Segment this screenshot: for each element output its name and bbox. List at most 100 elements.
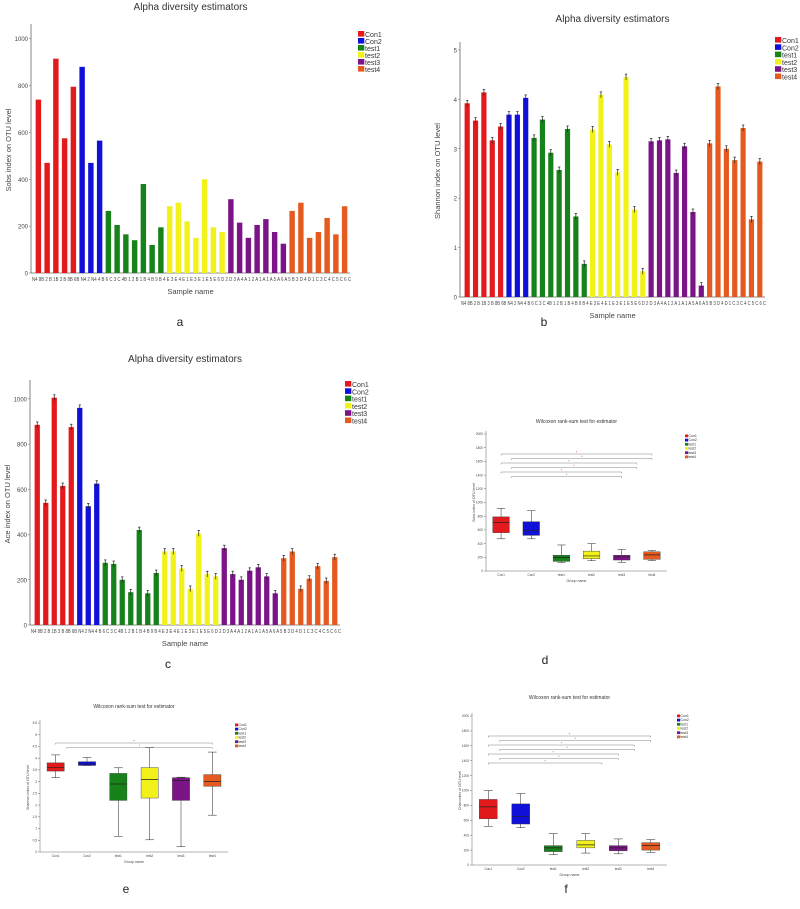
x-tick-label: test4 bbox=[647, 867, 654, 871]
y-tick-label: 200 bbox=[17, 578, 28, 584]
bar-test2 bbox=[213, 576, 219, 625]
legend-swatch-con2 bbox=[235, 727, 239, 731]
bar-test3 bbox=[221, 548, 227, 625]
legend-swatch-test3 bbox=[345, 410, 352, 416]
y-tick-label: 200 bbox=[478, 556, 484, 560]
legend-swatch-con1 bbox=[775, 37, 782, 43]
significance-star: * bbox=[561, 742, 563, 746]
y-tick-label: 800 bbox=[18, 84, 29, 90]
x-axis-label: Sample name bbox=[589, 311, 635, 320]
bar-test3 bbox=[264, 576, 270, 625]
significance-star: * bbox=[569, 733, 571, 737]
y-tick-label: 3 bbox=[35, 780, 37, 784]
legend-swatch-test2 bbox=[345, 402, 352, 409]
significance-star: * bbox=[568, 460, 570, 464]
bar-test1 bbox=[111, 563, 117, 625]
bar-test3 bbox=[236, 222, 243, 273]
significance-star: * bbox=[566, 473, 568, 477]
bar-test1 bbox=[153, 572, 159, 625]
legend-swatch-test2 bbox=[235, 736, 239, 739]
legend-label-test2: test2 bbox=[689, 447, 697, 451]
y-tick-label: 2 bbox=[454, 197, 458, 203]
y-tick-label: 1800 bbox=[476, 446, 483, 450]
y-tick-label: 600 bbox=[478, 528, 484, 532]
significance-star: * bbox=[566, 746, 568, 750]
significance-star: * bbox=[133, 740, 135, 744]
legend-label-test4: test4 bbox=[681, 735, 689, 739]
bar-test2 bbox=[210, 227, 217, 273]
y-tick-label: 5.5 bbox=[33, 721, 38, 725]
legend-swatch-test4 bbox=[775, 73, 782, 80]
panel-f: Wilcoxon rank-sum test for estimator 0 200… bbox=[458, 695, 689, 877]
legend-label-test3: test3 bbox=[681, 731, 689, 735]
significance-star: * bbox=[574, 737, 576, 741]
bar-test2 bbox=[598, 94, 604, 297]
y-tick-label: 800 bbox=[17, 443, 28, 449]
y-tick-label: 1800 bbox=[462, 729, 469, 733]
legend-swatch-test1 bbox=[358, 45, 365, 51]
y-tick-label: 400 bbox=[18, 178, 29, 184]
bar-test2 bbox=[640, 271, 646, 297]
legend-swatch-con2 bbox=[677, 718, 681, 722]
panel-label-f: f bbox=[564, 882, 568, 896]
box-test2 bbox=[576, 840, 595, 849]
y-tick-label: 0 bbox=[25, 272, 29, 278]
chart-title: Alpha diversity estimators bbox=[556, 14, 670, 25]
bar-test3 bbox=[690, 212, 696, 297]
y-axis-label: Shannon index on OTU level bbox=[433, 123, 442, 219]
bar-test4 bbox=[732, 160, 738, 297]
legend-label-test1: test1 bbox=[239, 731, 247, 735]
bar-test3 bbox=[238, 579, 244, 625]
bar-test1 bbox=[158, 227, 164, 273]
bar-test2 bbox=[204, 574, 210, 625]
x-tick-label: test1 bbox=[558, 573, 565, 577]
legend-label-con1: Con1 bbox=[239, 723, 247, 727]
chart-title: Wilcoxon rank-sum test for estimator bbox=[529, 695, 610, 701]
bar-test1 bbox=[128, 592, 134, 625]
x-tick-label: test2 bbox=[588, 573, 595, 577]
y-tick-label: 600 bbox=[17, 488, 28, 494]
bar-con2 bbox=[506, 114, 512, 297]
panel-b: Alpha diversity estimators 0 1 2 3 4 5 Shannon … bbox=[433, 14, 799, 320]
chart-title: Wilcoxon rank-sum test for estimator bbox=[536, 419, 617, 425]
x-tick-label: Con1 bbox=[484, 867, 492, 871]
bar-test4 bbox=[332, 557, 338, 625]
legend-swatch-test3 bbox=[235, 740, 239, 744]
y-tick-label: 5 bbox=[35, 733, 37, 737]
bar-con2 bbox=[96, 140, 103, 273]
bar-test3 bbox=[230, 574, 236, 625]
y-tick-label: 4 bbox=[35, 756, 37, 760]
x-axis-label: Group name bbox=[560, 873, 580, 877]
bar-test1 bbox=[136, 530, 142, 625]
bar-con1 bbox=[68, 427, 74, 625]
bar-test2 bbox=[606, 144, 612, 297]
y-tick-label: 4 bbox=[454, 98, 458, 104]
y-tick-label: 1200 bbox=[462, 774, 469, 778]
legend-swatch-test3 bbox=[677, 731, 681, 735]
bar-con1 bbox=[53, 58, 59, 273]
y-tick-label: 400 bbox=[17, 533, 28, 539]
bar-test2 bbox=[201, 179, 208, 273]
x-axis-label: Group name bbox=[567, 579, 587, 583]
bar-con2 bbox=[79, 66, 85, 273]
bar-con1 bbox=[43, 502, 49, 625]
y-tick-label: 0.5 bbox=[33, 838, 38, 842]
bar-con1 bbox=[51, 397, 57, 625]
legend-label-test2: test2 bbox=[782, 60, 797, 67]
y-tick-label: 0 bbox=[35, 850, 37, 854]
bar-test4 bbox=[740, 128, 746, 297]
bar-test2 bbox=[219, 232, 225, 273]
y-tick-label: 200 bbox=[18, 225, 29, 231]
bar-test1 bbox=[131, 240, 138, 273]
bar-test2 bbox=[187, 588, 193, 625]
bar-con1 bbox=[489, 140, 495, 297]
bar-test1 bbox=[119, 579, 125, 625]
legend-label-test2: test2 bbox=[365, 53, 380, 60]
bar-test4 bbox=[715, 86, 721, 297]
bar-test1 bbox=[548, 152, 554, 297]
bar-test1 bbox=[114, 224, 120, 273]
bar-test4 bbox=[306, 578, 312, 625]
panel-label-e: e bbox=[123, 882, 130, 896]
legend-label-test2: test2 bbox=[352, 404, 367, 411]
